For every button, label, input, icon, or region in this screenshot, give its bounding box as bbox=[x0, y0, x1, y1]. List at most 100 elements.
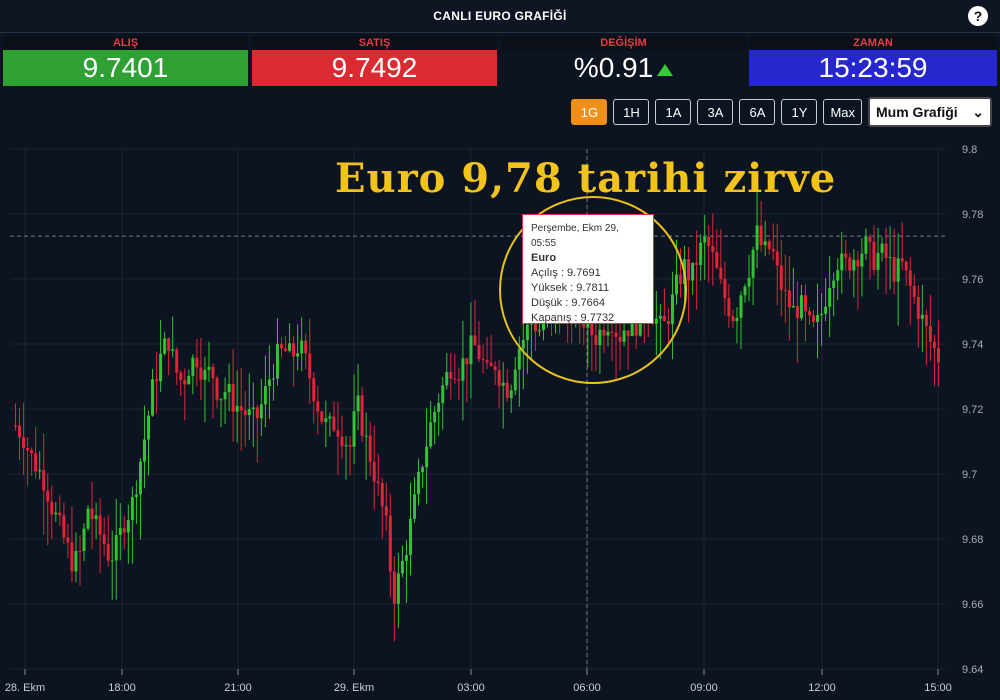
candle-body bbox=[183, 379, 187, 385]
candlestick-chart[interactable]: 9.8 9.78 9.76 9.74 9.72 9.7 9.68 9.66 9.64 28. Ek… bbox=[0, 140, 1000, 700]
candle-body bbox=[18, 425, 22, 438]
candle-body bbox=[42, 470, 46, 491]
candle-body bbox=[171, 349, 175, 351]
candle-body bbox=[352, 411, 356, 447]
candle-body bbox=[695, 262, 699, 265]
range-button-3a[interactable]: 3A bbox=[697, 99, 734, 125]
question-icon[interactable]: ? bbox=[968, 6, 988, 26]
candle-body bbox=[860, 253, 864, 267]
candle-body bbox=[425, 446, 429, 468]
quote-alis: ALIŞ 9.7401 bbox=[3, 36, 248, 86]
candle-body bbox=[167, 338, 171, 351]
candle-body bbox=[896, 258, 900, 282]
candle-body bbox=[348, 445, 352, 447]
candle-body bbox=[255, 407, 259, 419]
candle-body bbox=[336, 430, 340, 437]
candle-body bbox=[372, 461, 376, 482]
candle-body bbox=[747, 277, 751, 287]
candle-body bbox=[118, 528, 122, 536]
candle-body bbox=[622, 330, 626, 342]
tooltip-close: Kapanış : 9.7732 bbox=[531, 312, 615, 324]
candle-body bbox=[207, 366, 211, 370]
y-tick-label: 9.64 bbox=[962, 664, 983, 676]
candle-body bbox=[30, 450, 34, 454]
candle-body bbox=[300, 340, 304, 354]
candle-body bbox=[755, 225, 759, 250]
candle-body bbox=[62, 515, 66, 538]
range-button-6a[interactable]: 6A bbox=[739, 99, 776, 125]
candle-body bbox=[832, 280, 836, 289]
candle-body bbox=[807, 311, 811, 316]
quote-boxes: ALIŞ 9.7401 SATIŞ 9.7492 DEĞİŞİM %0.91 Z… bbox=[3, 36, 997, 86]
candle-body bbox=[445, 372, 449, 386]
candle-body bbox=[22, 437, 26, 449]
candle-body bbox=[775, 251, 779, 266]
candle-body bbox=[852, 259, 856, 271]
candle-body bbox=[187, 375, 191, 385]
candle-body bbox=[715, 251, 719, 268]
range-button-1h[interactable]: 1H bbox=[613, 99, 650, 125]
x-tick-label: 18:00 bbox=[108, 682, 136, 694]
candle-body bbox=[928, 326, 932, 342]
candle-body bbox=[795, 305, 799, 319]
candle-body bbox=[658, 315, 662, 319]
candle-body bbox=[505, 382, 509, 398]
candle-body bbox=[421, 467, 425, 473]
candle-body bbox=[70, 542, 74, 572]
tooltip-name: Euro bbox=[531, 252, 557, 264]
candle-body bbox=[453, 378, 457, 380]
candle-body bbox=[517, 348, 521, 370]
candle-body bbox=[74, 550, 78, 572]
candle-body bbox=[924, 314, 928, 327]
candle-body bbox=[288, 343, 292, 351]
candle-body bbox=[134, 494, 138, 498]
y-tick-label: 9.66 bbox=[962, 599, 983, 611]
candle-body bbox=[275, 343, 279, 379]
x-tick-label: 09:00 bbox=[690, 682, 718, 694]
candle-body bbox=[102, 534, 106, 545]
chevron-down-icon: ⌄ bbox=[972, 103, 984, 120]
candle-body bbox=[449, 372, 453, 379]
candle-body bbox=[731, 316, 735, 322]
candle-body bbox=[864, 237, 868, 254]
candle-body bbox=[396, 573, 400, 604]
candle-body bbox=[163, 338, 167, 354]
candle-body bbox=[413, 494, 417, 519]
candle-body bbox=[856, 259, 860, 267]
range-button-1g[interactable]: 1G bbox=[571, 99, 608, 125]
candle-body bbox=[812, 315, 816, 322]
range-button-1y[interactable]: 1Y bbox=[781, 99, 818, 125]
candle-body bbox=[400, 560, 404, 574]
candle-body bbox=[98, 515, 102, 535]
candle-body bbox=[199, 367, 203, 380]
quote-satis: SATIŞ 9.7492 bbox=[252, 36, 497, 86]
candle-body bbox=[344, 445, 348, 447]
candle-body bbox=[251, 407, 255, 410]
candle-body bbox=[719, 267, 723, 280]
y-tick-label: 9.74 bbox=[962, 339, 983, 351]
candle-body bbox=[884, 243, 888, 258]
candle-body bbox=[312, 378, 316, 402]
chart-type-value: Mum Grafiği bbox=[876, 104, 958, 120]
chart-type-select[interactable]: Mum Grafiği ⌄ bbox=[868, 97, 992, 127]
candle-body bbox=[231, 384, 235, 412]
candle-body bbox=[461, 358, 465, 381]
candle-body bbox=[433, 411, 437, 423]
candle-body bbox=[916, 296, 920, 319]
candle-body bbox=[473, 335, 477, 346]
range-button-max[interactable]: Max bbox=[823, 99, 862, 125]
candle-body bbox=[920, 314, 924, 319]
candle-body bbox=[485, 360, 489, 363]
x-tick-label: 15:00 bbox=[924, 682, 952, 694]
candle-body bbox=[489, 362, 493, 367]
range-button-1a[interactable]: 1A bbox=[655, 99, 692, 125]
candle-body bbox=[263, 385, 267, 405]
y-tick-label: 9.78 bbox=[962, 209, 983, 221]
candle-body bbox=[699, 242, 703, 265]
candle-body bbox=[271, 378, 275, 380]
candle-body bbox=[384, 506, 388, 516]
candle-body bbox=[691, 262, 695, 281]
candle-body bbox=[820, 313, 824, 315]
quote-degisim-value: %0.91 bbox=[573, 52, 654, 83]
candle-body bbox=[674, 274, 678, 295]
